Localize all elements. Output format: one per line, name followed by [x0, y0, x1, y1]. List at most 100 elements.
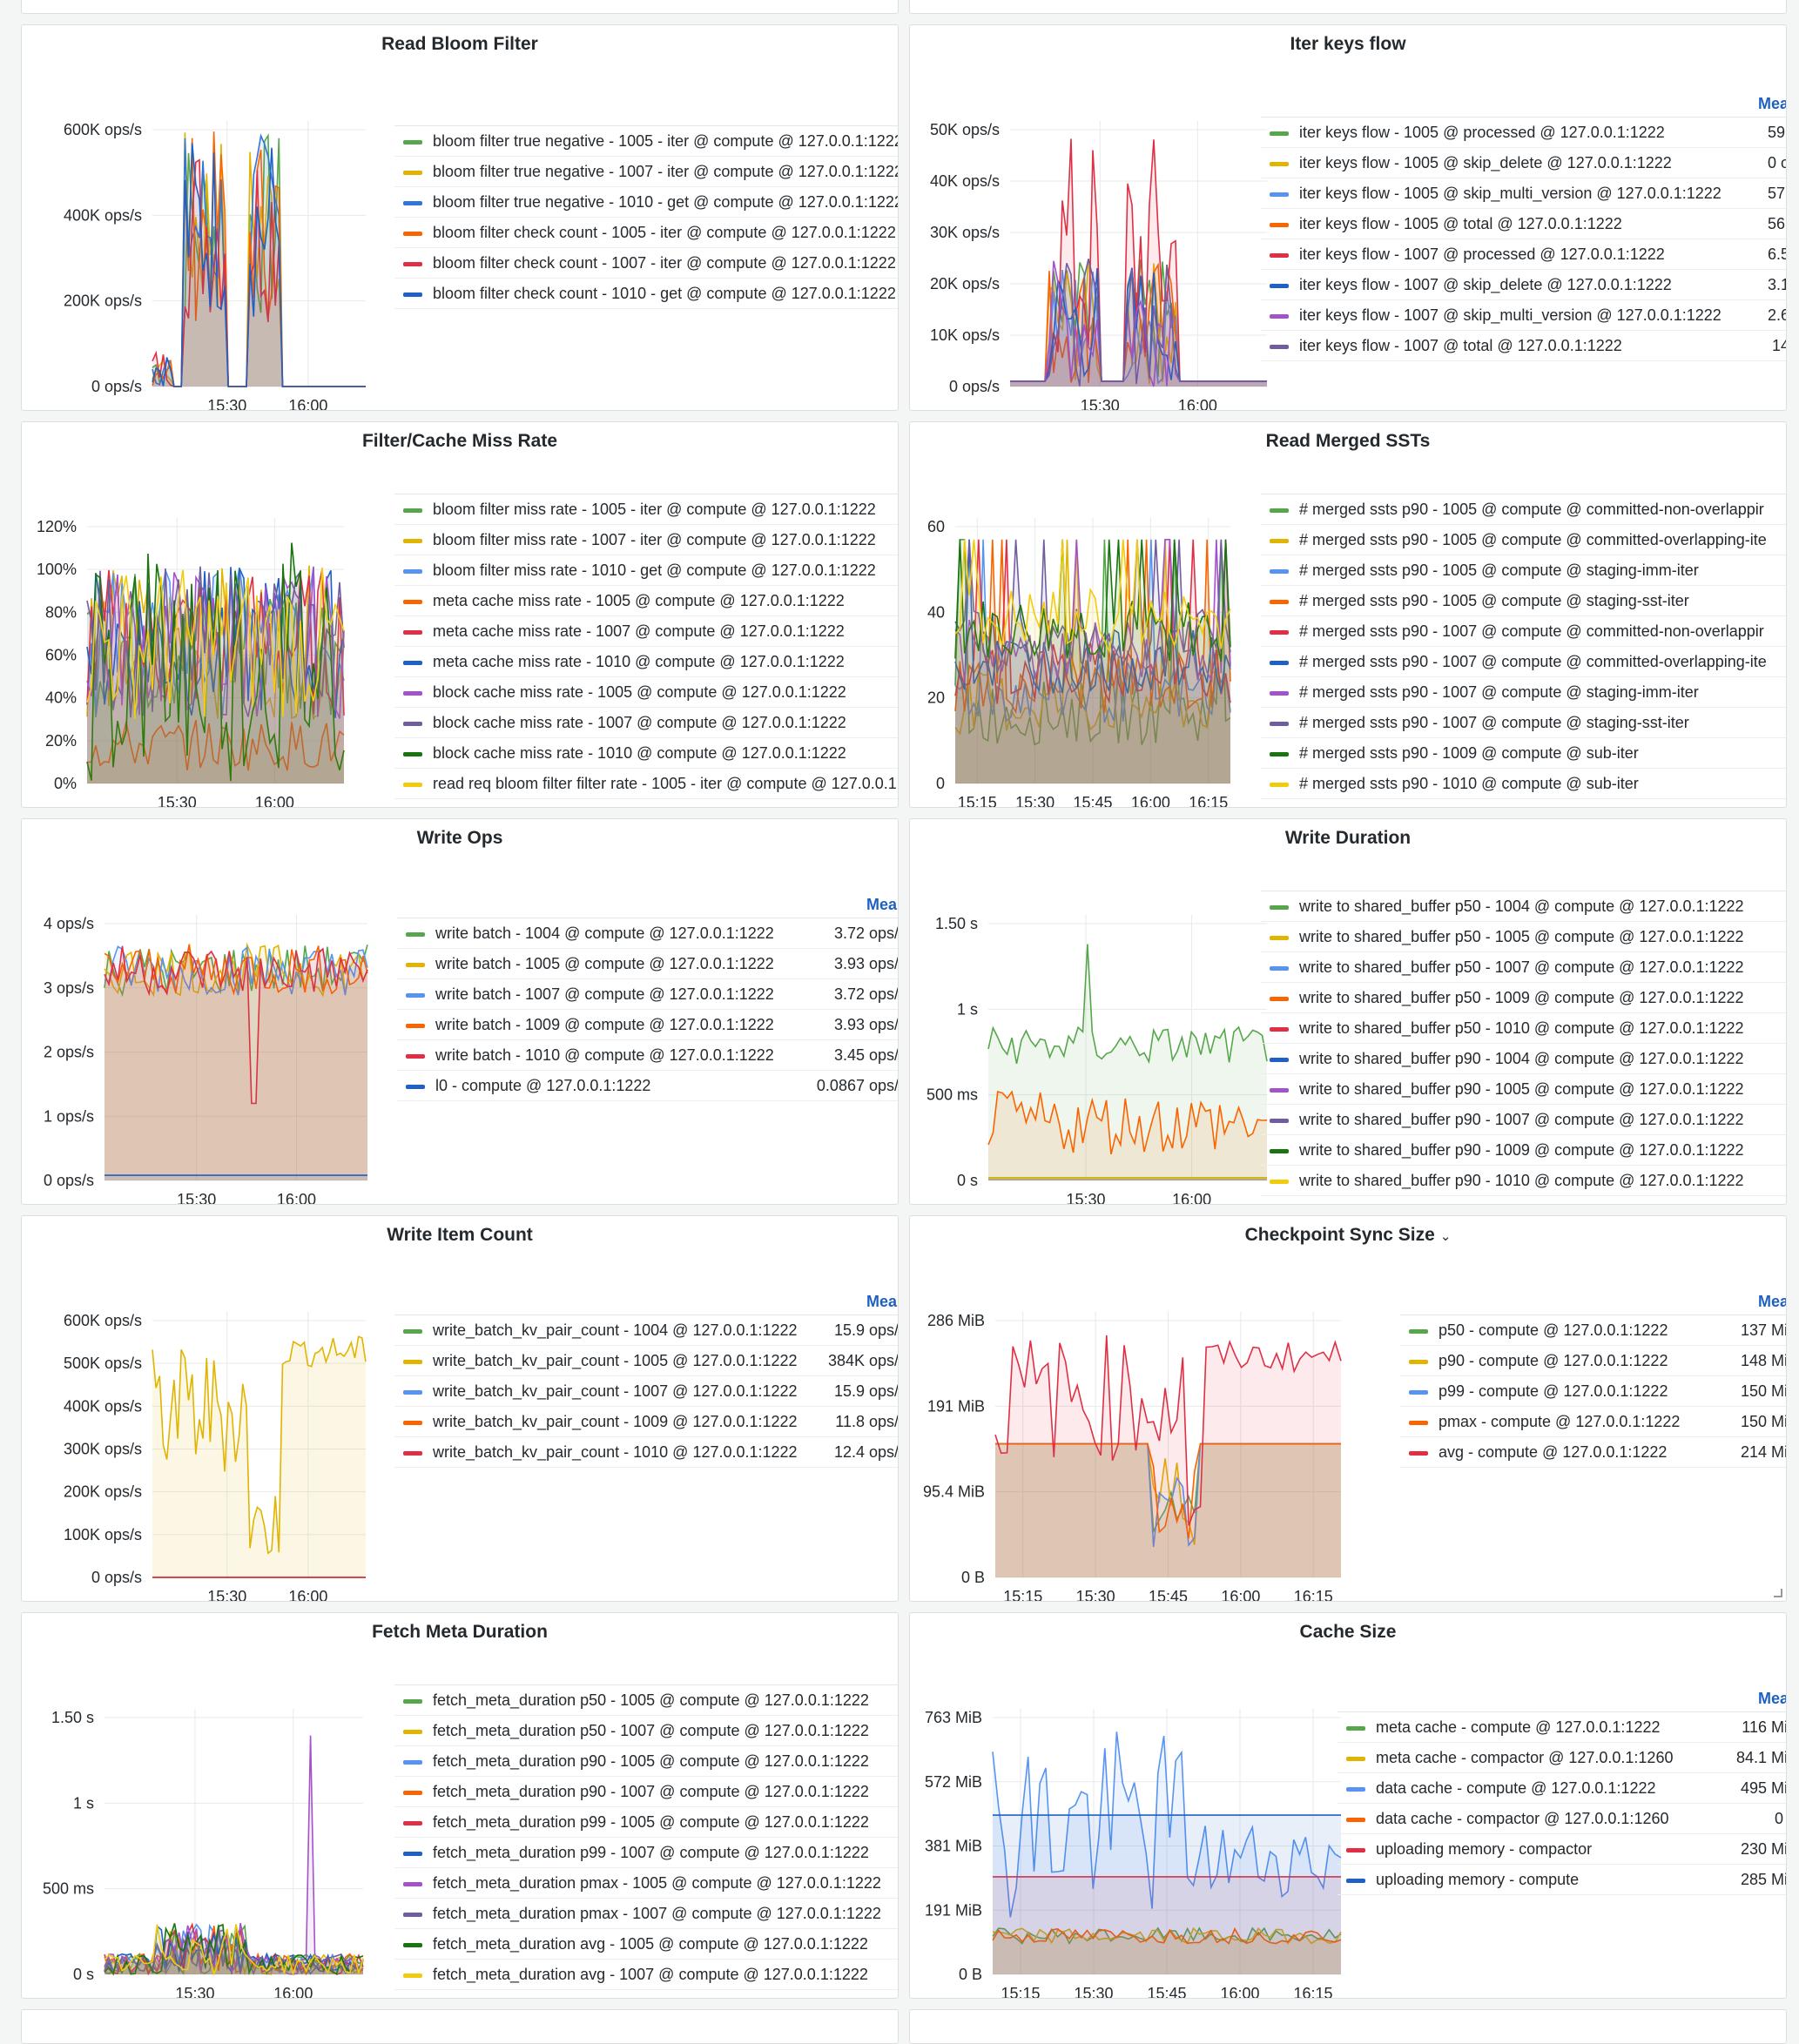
legend-item[interactable]: write to shared_buffer p90 - 1010 @ comp…	[1261, 1166, 1786, 1196]
legend-item[interactable]: meta cache miss rate - 1007 @ compute @ …	[394, 616, 898, 647]
legend-item[interactable]: write_batch_kv_pair_count - 1010 @ 127.0…	[394, 1437, 898, 1468]
legend-item[interactable]: pmax - compute @ 127.0.0.1:1222 150 MiB	[1400, 1407, 1786, 1437]
legend-mean-header[interactable]: Mean	[866, 1293, 898, 1310]
legend-item[interactable]: bloom filter miss rate - 1007 - iter @ c…	[394, 525, 898, 555]
legend-item[interactable]: iter keys flow - 1005 @ skip_multi_versi…	[1261, 178, 1786, 209]
panel-title[interactable]: Read Merged SSTs	[910, 431, 1786, 452]
legend-item[interactable]: bloom filter true negative - 1005 - iter…	[394, 126, 898, 157]
legend-item[interactable]: write_batch_kv_pair_count - 1004 @ 127.0…	[394, 1315, 898, 1346]
legend-item[interactable]: fetch_meta_duration p50 - 1005 @ compute…	[394, 1685, 898, 1716]
resize-handle[interactable]	[1774, 1589, 1782, 1597]
panel-title[interactable]: Read Bloom Filter	[22, 34, 898, 55]
panel-iter-keys-flow[interactable]: Iter keys flow 50K ops/s 40K ops/s 30K ops/…	[909, 24, 1787, 411]
legend-item[interactable]: meta cache - compute @ 127.0.0.1:1222 116…	[1337, 1712, 1786, 1743]
legend-item[interactable]: avg - compute @ 127.0.0.1:1222 214 MiB	[1400, 1437, 1786, 1468]
legend-item[interactable]: write to shared_buffer p50 - 1007 @ comp…	[1261, 952, 1786, 983]
legend-item[interactable]: bloom filter check count - 1005 - iter @…	[394, 218, 898, 248]
legend-item[interactable]: iter keys flow - 1005 @ skip_delete @ 12…	[1261, 148, 1786, 178]
legend-item[interactable]: write_batch_kv_pair_count - 1009 @ 127.0…	[394, 1407, 898, 1437]
graph-area[interactable]: 1.50 s 1 s 500 ms 0 s 15:30 16:00	[910, 819, 1276, 1205]
panel-write-duration[interactable]: Write Duration 1.50 s 1 s 500 ms 0 s 15:30 16:…	[909, 818, 1787, 1205]
legend-item[interactable]: write to shared_buffer p50 - 1009 @ comp…	[1261, 983, 1786, 1013]
legend-item[interactable]: fetch_meta_duration p90 - 1007 @ compute…	[394, 1777, 898, 1807]
legend-item[interactable]: # merged ssts p90 - 1005 @ compute @ com…	[1261, 525, 1786, 555]
legend-item[interactable]: fetch_meta_duration p50 - 1007 @ compute…	[394, 1716, 898, 1746]
panel-title[interactable]: Write Item Count	[22, 1225, 898, 1246]
panel-title[interactable]: Write Duration	[910, 828, 1786, 849]
legend-item[interactable]: fetch_meta_duration p99 - 1007 @ compute…	[394, 1838, 898, 1868]
graph-area[interactable]: 286 MiB 191 MiB 95.4 MiB 0 B 15:15 15:30 15:45…	[910, 1216, 1350, 1602]
legend-item[interactable]: # merged ssts p90 - 1007 @ compute @ com…	[1261, 616, 1786, 647]
legend-item[interactable]: meta cache miss rate - 1005 @ compute @ …	[394, 586, 898, 616]
legend-item[interactable]: write_batch_kv_pair_count - 1007 @ 127.0…	[394, 1376, 898, 1407]
legend-item[interactable]: write to shared_buffer p50 - 1004 @ comp…	[1261, 891, 1786, 922]
legend-item[interactable]: l0 - compute @ 127.0.0.1:1222 0.0867 ops/…	[397, 1071, 898, 1101]
legend-item[interactable]: bloom filter check count - 1010 - get @ …	[394, 279, 898, 309]
legend-item[interactable]: data cache - compactor @ 127.0.0.1:1260 0…	[1337, 1804, 1786, 1834]
legend-item[interactable]: uploading memory - compute 285 MiB	[1337, 1865, 1786, 1895]
legend-item[interactable]: meta cache miss rate - 1010 @ compute @ …	[394, 647, 898, 677]
legend-item[interactable]: write to shared_buffer p50 - 1005 @ comp…	[1261, 922, 1786, 952]
panel-fetch-meta-duration[interactable]: Fetch Meta Duration 1.50 s 1 s 500 ms 0 s 15:…	[21, 1612, 899, 1999]
graph-area[interactable]: 600K ops/s 500K ops/s 400K ops/s 300K ops/s…	[22, 1216, 374, 1602]
legend-item[interactable]: fetch_meta_duration p99 - 1005 @ compute…	[394, 1807, 898, 1838]
legend-item[interactable]: iter keys flow - 1005 @ processed @ 127.…	[1261, 118, 1786, 148]
panel-write-item-count[interactable]: Write Item Count 600K ops/s 500K ops/s 400K…	[21, 1215, 899, 1602]
legend-item[interactable]: iter keys flow - 1007 @ total @ 127.0.0.…	[1261, 331, 1786, 361]
legend-item[interactable]: meta cache - compactor @ 127.0.0.1:1260 8…	[1337, 1743, 1786, 1773]
legend-item[interactable]: iter keys flow - 1007 @ skip_delete @ 12…	[1261, 270, 1786, 300]
chevron-down-icon[interactable]: ⌄	[1439, 1229, 1452, 1244]
panel-title[interactable]: Write Ops	[22, 828, 898, 849]
legend-item[interactable]: # merged ssts p90 - 1007 @ compute @ sta…	[1261, 677, 1786, 708]
legend-item[interactable]: write batch - 1007 @ compute @ 127.0.0.1…	[397, 979, 898, 1010]
legend-item[interactable]: block cache miss rate - 1005 @ compute @…	[394, 677, 898, 708]
legend-item[interactable]: fetch_meta_duration pmax - 1005 @ comput…	[394, 1868, 898, 1899]
legend-item[interactable]: write to shared_buffer p90 - 1004 @ comp…	[1261, 1044, 1786, 1074]
legend-item[interactable]: write batch - 1010 @ compute @ 127.0.0.1…	[397, 1040, 898, 1071]
legend-item[interactable]: # merged ssts p90 - 1009 @ compute @ sub…	[1261, 738, 1786, 769]
legend-item[interactable]: write to shared_buffer p50 - 1010 @ comp…	[1261, 1013, 1786, 1044]
legend-mean-header[interactable]: Mean	[1757, 95, 1786, 112]
legend-item[interactable]: bloom filter check count - 1007 - iter @…	[394, 248, 898, 279]
graph-area[interactable]: 600K ops/s 400K ops/s 200K ops/s 0 ops/s 15:…	[22, 25, 374, 411]
legend-item[interactable]: p50 - compute @ 127.0.0.1:1222 137 MiB	[1400, 1315, 1786, 1346]
panel-title[interactable]: Checkpoint Sync Size ⌄	[910, 1225, 1786, 1246]
legend-item[interactable]: uploading memory - compactor 230 MiB	[1337, 1834, 1786, 1865]
legend-item[interactable]: block cache miss rate - 1007 @ compute @…	[394, 708, 898, 738]
legend-mean-header[interactable]: Mean	[866, 896, 898, 913]
legend-item[interactable]: fetch_meta_duration avg - 1005 @ compute…	[394, 1929, 898, 1960]
panel-read-bloom-filter[interactable]: Read Bloom Filter 600K ops/s 400K ops/s 200…	[21, 24, 899, 411]
legend-item[interactable]: bloom filter true negative - 1010 - get …	[394, 187, 898, 218]
legend-item[interactable]: write batch - 1005 @ compute @ 127.0.0.1…	[397, 949, 898, 979]
graph-area[interactable]: 60 40 20 0 15:15 15:30 15:45 16:00 16:15	[910, 422, 1239, 808]
legend-item[interactable]: fetch_meta_duration pmax - 1007 @ comput…	[394, 1899, 898, 1929]
graph-area[interactable]: 50K ops/s 40K ops/s 30K ops/s 20K ops/s 10K …	[910, 25, 1276, 411]
panel-title[interactable]: Cache Size	[910, 1622, 1786, 1643]
panel-read-merged-ssts[interactable]: Read Merged SSTs 60 40 20 0 15:15 15:30 15:45 16…	[909, 421, 1787, 808]
legend-item[interactable]: # merged ssts p90 - 1010 @ compute @ sub…	[1261, 769, 1786, 799]
legend-item[interactable]: fetch_meta_duration p90 - 1005 @ compute…	[394, 1746, 898, 1777]
legend-item[interactable]: # merged ssts p90 - 1007 @ compute @ sta…	[1261, 708, 1786, 738]
legend-item[interactable]: data cache - compute @ 127.0.0.1:1222 495…	[1337, 1773, 1786, 1804]
panel-write-ops[interactable]: Write Ops 4 ops/s 3 ops/s 2 ops/s 1 ops/s 0 o…	[21, 818, 899, 1205]
legend-item[interactable]: write_batch_kv_pair_count - 1005 @ 127.0…	[394, 1346, 898, 1376]
panel-title[interactable]: Iter keys flow	[910, 34, 1786, 55]
panel-title[interactable]: Filter/Cache Miss Rate	[22, 431, 898, 452]
legend-item[interactable]: fetch_meta_duration avg - 1007 @ compute…	[394, 1960, 898, 1990]
panel-cache-size[interactable]: Cache Size 763 MiB 572 MiB 381 MiB 191 MiB 0 …	[909, 1612, 1787, 1999]
legend-mean-header[interactable]: Mean	[1757, 1690, 1786, 1707]
legend-item[interactable]: # merged ssts p90 - 1005 @ compute @ com…	[1261, 494, 1786, 525]
legend-item[interactable]: write to shared_buffer p90 - 1009 @ comp…	[1261, 1135, 1786, 1166]
legend-item[interactable]: block cache miss rate - 1010 @ compute @…	[394, 738, 898, 769]
legend-item[interactable]: iter keys flow - 1007 @ processed @ 127.…	[1261, 239, 1786, 270]
legend-item[interactable]: # merged ssts p90 - 1005 @ compute @ sta…	[1261, 555, 1786, 586]
graph-area[interactable]: 120% 100% 80% 60% 40% 20% 0% 15:30 16:00	[22, 422, 353, 808]
graph-area[interactable]: 4 ops/s 3 ops/s 2 ops/s 1 ops/s 0 ops/s 15:30…	[22, 819, 376, 1205]
legend-item[interactable]: iter keys flow - 1007 @ skip_multi_versi…	[1261, 300, 1786, 331]
legend-item[interactable]: iter keys flow - 1005 @ total @ 127.0.0.…	[1261, 209, 1786, 239]
legend-item[interactable]: bloom filter miss rate - 1010 - get @ co…	[394, 555, 898, 586]
legend-item[interactable]: read req bloom filter filter rate - 1005…	[394, 769, 898, 799]
legend-item[interactable]: write batch - 1004 @ compute @ 127.0.0.1…	[397, 918, 898, 949]
panel-title[interactable]: Fetch Meta Duration	[22, 1622, 898, 1643]
legend-item[interactable]: bloom filter true negative - 1007 - iter…	[394, 157, 898, 187]
